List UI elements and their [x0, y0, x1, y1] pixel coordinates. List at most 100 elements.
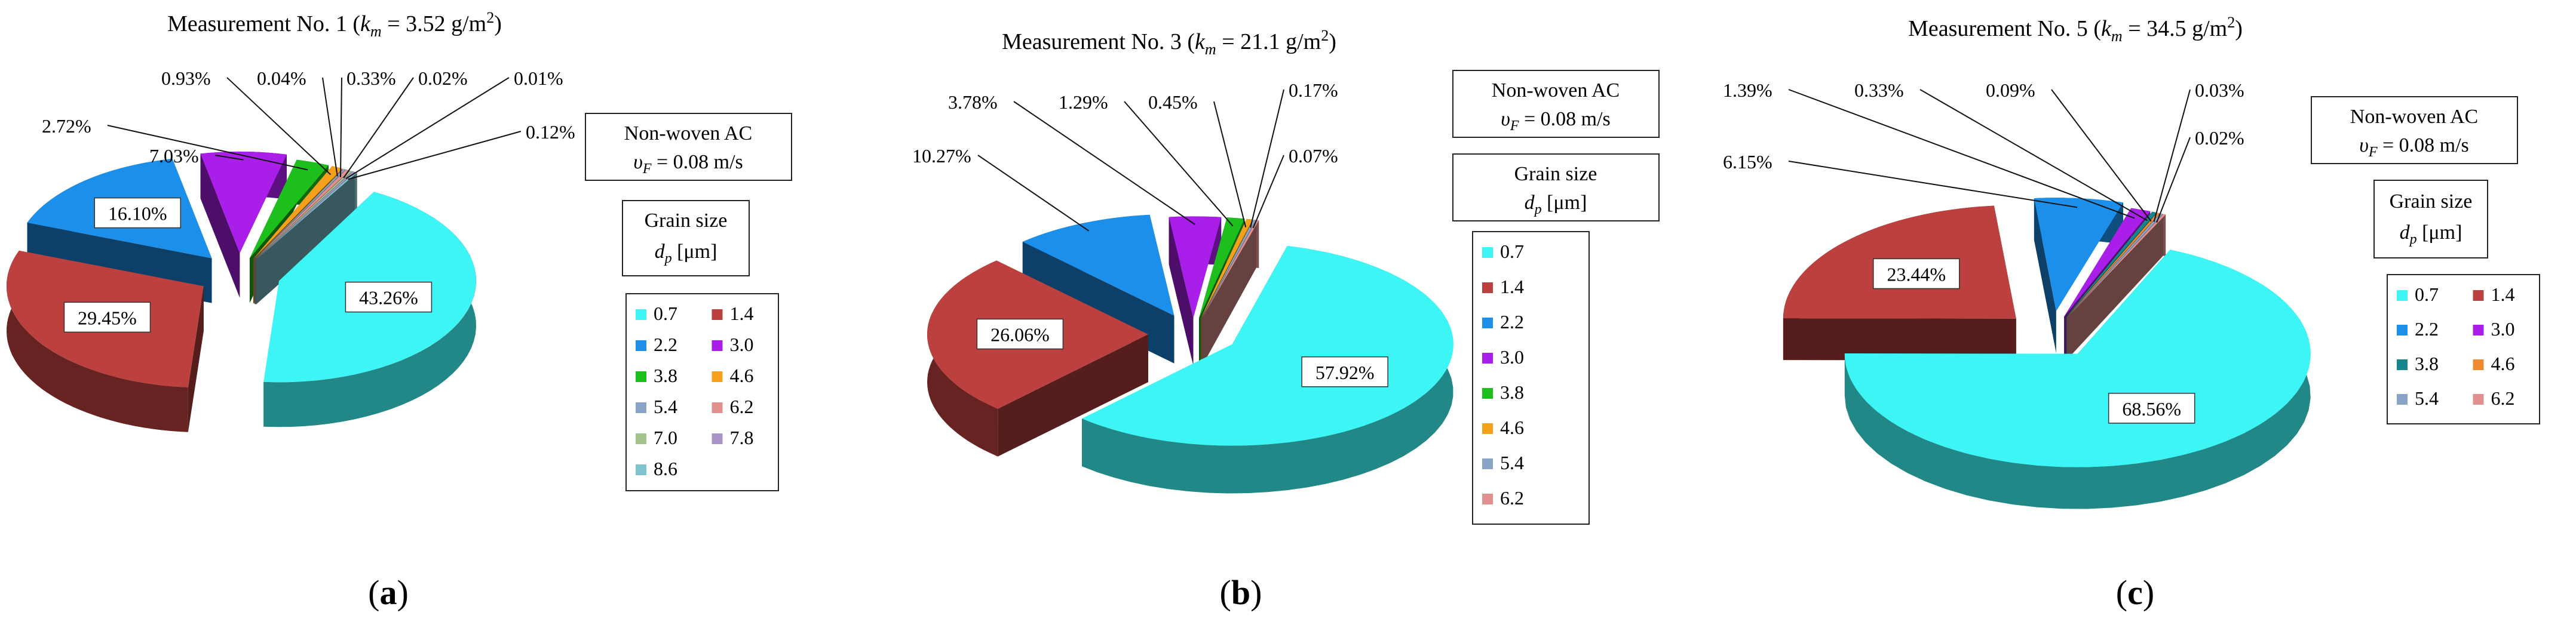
legend-item-3.0: 3.0 [730, 334, 754, 355]
chart-title: Measurement No. 1 (km = 3.52 g/m2) [167, 9, 502, 40]
legend-swatch-8.6 [636, 464, 646, 475]
pie-body [6, 151, 476, 432]
legend: 0.7 1.4 2.2 3.0 3.8 4.6 5.4 6.2 [1472, 231, 1590, 525]
flow-velocity: υF = 0.08 m/s [2359, 134, 2469, 160]
slice-side [200, 153, 240, 298]
legend-item-1.4: 1.4 [730, 303, 754, 324]
legend-swatch-4.6 [2473, 359, 2484, 370]
leader-line [1250, 89, 1284, 228]
data-label-box [63, 301, 151, 333]
legend-item-7.8: 7.8 [730, 427, 754, 448]
data-label: 1.39% [1723, 79, 1772, 101]
legend-item-5.4: 5.4 [1500, 452, 1524, 473]
leader-line [1013, 101, 1195, 225]
leader-line [226, 77, 332, 176]
data-label: 0.93% [161, 67, 211, 89]
data-label: 0.04% [257, 67, 306, 89]
leader-line [343, 77, 414, 178]
legend-item-2.2: 2.2 [1500, 311, 1524, 333]
legend-item-4.6: 4.6 [2491, 353, 2515, 374]
pie-chart-a: Measurement No. 1 (km = 3.52 g/m2) 43.26… [6, 9, 792, 612]
legend-swatch-0.7 [2397, 290, 2408, 301]
data-label: 0.01% [514, 67, 563, 89]
data-label-box [976, 318, 1064, 350]
leader-line [1213, 101, 1247, 227]
data-label: 0.09% [1986, 79, 2035, 101]
legend-swatch-3.8 [2397, 359, 2408, 370]
leader-line [2156, 137, 2191, 223]
flow-label: Non-woven AC [2350, 106, 2478, 128]
data-label-box [345, 281, 433, 313]
legend-item-2.2: 2.2 [654, 334, 677, 355]
flow-velocity: υF = 0.08 m/s [633, 151, 743, 177]
data-label: 0.07% [1289, 145, 1338, 167]
leader-line [1788, 89, 2135, 219]
legend-item-3.0: 3.0 [2491, 318, 2515, 340]
flow-box: Non-woven AC υF = 0.08 m/s [2311, 96, 2518, 164]
data-label: 23.44% [1887, 263, 1946, 285]
legend-item-2.2: 2.2 [2415, 318, 2439, 340]
data-label-box [1873, 258, 1960, 290]
data-label: 0.02% [418, 67, 468, 89]
legend-swatch-4.6 [1482, 423, 1493, 434]
pie-slice-0.7 [1082, 245, 1453, 446]
legend-title: Grain size [1514, 163, 1597, 185]
pie-slice-3.0 [1169, 216, 1222, 318]
chart-panel-b: Measurement No. 3 (km = 21.1 g/m2) 57.92… [858, 0, 1717, 628]
legend-title: Grain size [645, 210, 728, 232]
data-label: 0.33% [1854, 79, 1904, 101]
slice-side [1169, 217, 1194, 366]
data-label: 0.02% [2195, 127, 2244, 149]
legend-item-4.6: 4.6 [1500, 417, 1524, 438]
pie-chart-b: Measurement No. 3 (km = 21.1 g/m2) 57.92… [912, 27, 1660, 612]
legend-item-1.4: 1.4 [1500, 276, 1524, 297]
legend: 0.7 1.4 2.2 3.0 3.8 4.6 5.4 6.2 7.0 7.8 8.6 [625, 293, 779, 491]
legend-item-6.2: 6.2 [1500, 487, 1524, 509]
pie-slice-3.0 [200, 151, 287, 253]
data-label: 10.27% [912, 145, 971, 167]
legend-swatch-1.4 [2473, 290, 2484, 301]
pie-slice-8.6 [256, 172, 357, 260]
legend-item-6.2: 6.2 [730, 396, 754, 417]
legend-unit: dp [μm] [655, 241, 717, 266]
data-label: 0.33% [346, 67, 396, 89]
data-label: 57.92% [1315, 362, 1375, 383]
slice-wall [355, 172, 357, 218]
legend-swatch-6.2 [2473, 394, 2484, 405]
leader-line [2153, 89, 2191, 222]
leader-line [345, 77, 510, 180]
leader-line [2051, 89, 2152, 222]
data-label: 0.17% [1289, 79, 1338, 101]
data-label: 29.45% [78, 307, 137, 328]
legend-swatch-6.2 [712, 402, 723, 413]
leader-line [1124, 101, 1234, 227]
legend-title: Grain size [2390, 190, 2473, 213]
slice-wall [7, 250, 188, 432]
legend-item-3.8: 3.8 [1500, 381, 1524, 403]
legend-swatch-6.2 [1482, 494, 1493, 504]
chart-panel-c: Measurement No. 5 (km = 34.5 g/m2) 68.56… [1717, 0, 2575, 628]
data-label-box [2108, 393, 2195, 424]
pie-slice-7.8 [255, 171, 355, 260]
callouts: 57.92% 26.06% 10.27% 3.78% 1.29% 0.45% 0.17% 0.… [912, 79, 1388, 387]
panel-label: (b) [1220, 573, 1262, 612]
legend-box [2387, 274, 2540, 424]
legend-swatch-5.4 [636, 402, 646, 413]
slice-side [2034, 198, 2056, 353]
data-label: 0.03% [2195, 79, 2244, 101]
slice-wall [1256, 220, 1259, 268]
legend-swatch-3.0 [2473, 325, 2484, 335]
pie-slice-6.2 [1202, 220, 1259, 319]
legend-box [1472, 231, 1590, 525]
flow-box: Non-woven AC υF = 0.08 m/s [1452, 70, 1660, 138]
legend-item-3.8: 3.8 [654, 365, 677, 386]
legend-item-5.4: 5.4 [2415, 387, 2439, 409]
legend-item-3.8: 3.8 [2415, 353, 2439, 374]
legend-swatch-0.7 [1482, 247, 1493, 258]
legend-swatch-1.4 [1482, 282, 1493, 293]
legend-item-0.7: 0.7 [1500, 241, 1524, 262]
leader-line [214, 155, 244, 161]
flow-velocity: υF = 0.08 m/s [1501, 108, 1611, 134]
legend-swatch-3.0 [712, 340, 723, 351]
leader-line [322, 77, 338, 177]
